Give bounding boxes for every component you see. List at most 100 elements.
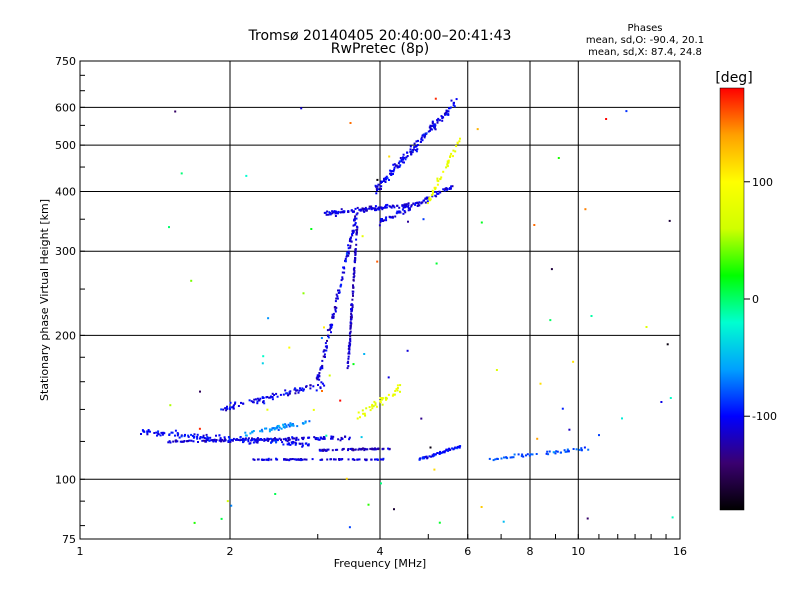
data-point <box>248 442 251 445</box>
data-point <box>406 155 409 157</box>
data-point <box>348 240 351 243</box>
data-point <box>374 209 376 212</box>
data-point <box>273 428 276 431</box>
data-point <box>331 212 334 215</box>
data-point <box>270 428 273 431</box>
data-point <box>340 279 343 282</box>
data-point <box>431 122 434 125</box>
data-point <box>270 441 272 444</box>
data-point <box>494 458 497 461</box>
data-point <box>249 432 252 435</box>
data-point <box>451 447 454 450</box>
data-point <box>174 434 176 437</box>
data-point <box>276 425 279 427</box>
data-point <box>396 204 399 207</box>
data-point <box>328 374 331 377</box>
data-point <box>480 506 483 508</box>
data-point <box>290 441 293 444</box>
data-point <box>292 424 294 427</box>
data-point <box>520 455 523 458</box>
data-point <box>362 447 364 450</box>
data-point <box>242 402 245 405</box>
data-point <box>278 437 281 440</box>
data-point <box>503 456 505 459</box>
data-point <box>271 396 274 398</box>
data-point <box>256 441 259 444</box>
data-point <box>174 429 177 432</box>
data-point <box>250 439 253 441</box>
data-point <box>287 439 290 442</box>
data-point <box>347 355 350 358</box>
data-point <box>303 458 306 461</box>
data-point <box>350 240 353 243</box>
data-point <box>295 458 297 461</box>
data-point <box>452 104 455 107</box>
data-point <box>230 504 233 507</box>
data-point <box>343 267 346 270</box>
data-point <box>244 438 247 441</box>
data-point <box>492 459 495 462</box>
data-point <box>222 440 225 443</box>
data-point <box>458 140 461 143</box>
data-point <box>325 346 328 349</box>
data-point <box>414 149 417 152</box>
data-point <box>243 438 246 441</box>
colorbar-tick-label: 100 <box>752 176 773 189</box>
data-point <box>384 176 387 179</box>
data-point <box>348 436 351 439</box>
data-point <box>433 186 436 189</box>
data-point <box>183 435 186 438</box>
data-point <box>223 436 226 439</box>
data-point <box>330 458 332 461</box>
data-point <box>320 449 323 452</box>
data-point <box>290 458 293 461</box>
data-point <box>448 107 451 110</box>
data-point <box>432 190 435 193</box>
data-point <box>376 178 379 181</box>
data-point <box>359 416 361 419</box>
data-point <box>337 438 340 441</box>
data-point <box>446 165 449 168</box>
data-point <box>400 160 403 163</box>
data-point <box>668 219 671 222</box>
data-point <box>333 458 336 461</box>
data-point <box>557 157 560 159</box>
data-point <box>220 408 223 411</box>
data-point <box>374 458 376 461</box>
x-tick-label: 10 <box>571 545 585 558</box>
data-point <box>385 204 387 207</box>
data-point <box>359 209 362 212</box>
data-point <box>363 208 366 210</box>
data-point <box>336 211 339 214</box>
data-point <box>167 441 170 444</box>
data-point <box>302 389 305 392</box>
data-point <box>267 457 270 460</box>
data-point <box>203 439 205 442</box>
data-point <box>425 132 428 135</box>
info-x-stats: mean, sd,X: 87.4, 24.8 <box>588 47 702 58</box>
data-point <box>436 177 439 180</box>
data-point <box>517 453 520 456</box>
data-point <box>264 439 267 442</box>
data-point <box>200 436 203 439</box>
data-point <box>375 185 378 188</box>
data-point <box>330 331 332 334</box>
data-point <box>625 110 628 113</box>
data-point <box>255 438 258 441</box>
data-point <box>245 174 248 177</box>
data-point <box>325 349 328 352</box>
data-point <box>414 202 417 205</box>
data-point <box>252 441 255 444</box>
data-point <box>178 436 181 439</box>
data-point <box>221 438 224 441</box>
data-point <box>390 172 393 175</box>
data-point <box>309 387 312 390</box>
data-point <box>416 205 419 207</box>
data-point <box>374 207 377 210</box>
data-point <box>281 441 284 444</box>
data-point <box>232 437 235 440</box>
data-point <box>389 205 392 208</box>
data-point <box>274 493 277 495</box>
data-point <box>556 450 559 453</box>
